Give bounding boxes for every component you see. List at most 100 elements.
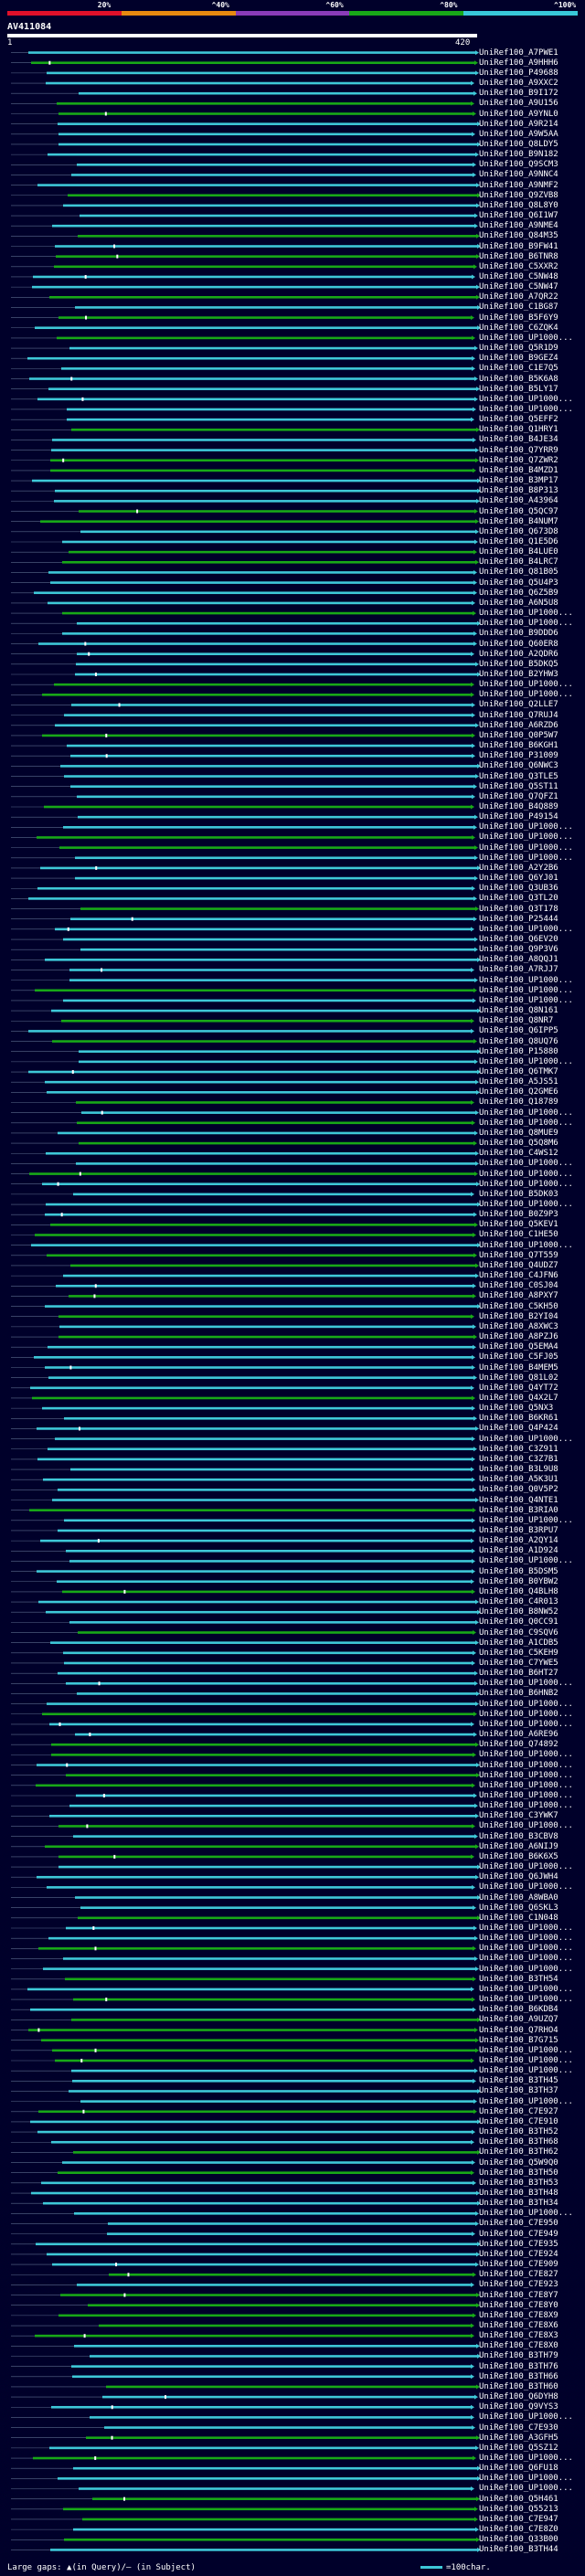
hit-label[interactable]: UniRef100_C5FJ05 xyxy=(479,1352,558,1362)
hit-label[interactable]: UniRef100_Q3TL20 xyxy=(479,894,558,904)
hit-label[interactable]: UniRef100_C7E923 xyxy=(479,2280,558,2290)
hit-label[interactable]: UniRef100_B3TH60 xyxy=(479,2381,558,2391)
hit-label[interactable]: UniRef100_Q60ER8 xyxy=(479,639,558,649)
hit-label[interactable]: UniRef100_UP1000... xyxy=(479,404,573,414)
hit-label[interactable]: UniRef100_B6HT27 xyxy=(479,1669,558,1679)
hit-label[interactable]: UniRef100_B3TH52 xyxy=(479,2127,558,2137)
hit-label[interactable]: UniRef100_UP1000... xyxy=(479,975,573,985)
hit-label[interactable]: UniRef100_UP1000... xyxy=(479,1821,573,1831)
hit-label[interactable]: UniRef100_UP1000... xyxy=(479,1179,573,1189)
hit-label[interactable]: UniRef100_Q84M35 xyxy=(479,231,558,241)
hit-label[interactable]: UniRef100_Q9P3V6 xyxy=(479,945,558,955)
hit-label[interactable]: UniRef100_A8WBA0 xyxy=(479,1892,558,1903)
hit-label[interactable]: UniRef100_C5KH50 xyxy=(479,1301,558,1311)
hit-label[interactable]: UniRef100_Q4YT72 xyxy=(479,1383,558,1393)
hit-label[interactable]: UniRef100_B5LY17 xyxy=(479,384,558,394)
hit-label[interactable]: UniRef100_B3TH76 xyxy=(479,2361,558,2371)
hit-label[interactable]: UniRef100_B8P313 xyxy=(479,486,558,496)
hit-label[interactable]: UniRef100_Q1HRY1 xyxy=(479,425,558,435)
hit-label[interactable]: UniRef100_B5F6Y9 xyxy=(479,313,558,323)
hit-label[interactable]: UniRef100_B4MZD1 xyxy=(479,465,558,475)
hit-label[interactable]: UniRef100_UP1000... xyxy=(479,1964,573,1974)
hit-label[interactable]: UniRef100_Q0CC91 xyxy=(479,1617,558,1627)
hit-label[interactable]: UniRef100_Q5U4P3 xyxy=(479,578,558,588)
hit-label[interactable]: UniRef100_UP1000... xyxy=(479,1882,573,1892)
hit-label[interactable]: UniRef100_A5JS51 xyxy=(479,1077,558,1087)
hit-label[interactable]: UniRef100_UP1000... xyxy=(479,832,573,843)
hit-label[interactable]: UniRef100_Q5SZ12 xyxy=(479,2443,558,2453)
hit-label[interactable]: UniRef100_UP1000... xyxy=(479,2066,573,2076)
hit-label[interactable]: UniRef100_UP1000... xyxy=(479,1515,573,1525)
hit-label[interactable]: UniRef100_UP1000... xyxy=(479,1790,573,1800)
hit-label[interactable]: UniRef100_UP1000... xyxy=(479,1934,573,1944)
hit-label[interactable]: UniRef100_P31009 xyxy=(479,751,558,761)
hit-label[interactable]: UniRef100_A43964 xyxy=(479,496,558,506)
hit-label[interactable]: UniRef100_Q5KEV1 xyxy=(479,1220,558,1230)
hit-label[interactable]: UniRef100_C7E930 xyxy=(479,2422,558,2433)
hit-label[interactable]: UniRef100_Q6EV20 xyxy=(479,935,558,945)
hit-label[interactable]: UniRef100_P49688 xyxy=(479,68,558,78)
hit-label[interactable]: UniRef100_UP1000... xyxy=(479,1108,573,1118)
hit-label[interactable]: UniRef100_UP1000... xyxy=(479,1679,573,1689)
hit-label[interactable]: UniRef100_B3TH62 xyxy=(479,2147,558,2157)
hit-label[interactable]: UniRef100_UP1000... xyxy=(479,2056,573,2065)
hit-label[interactable]: UniRef100_UP1000... xyxy=(479,1118,573,1128)
hit-label[interactable]: UniRef100_Q5EFF2 xyxy=(479,415,558,425)
hit-label[interactable]: UniRef100_Q4BLH8 xyxy=(479,1586,558,1596)
hit-label[interactable]: UniRef100_B0Z9P3 xyxy=(479,1210,558,1220)
hit-label[interactable]: UniRef100_Q7QFZ1 xyxy=(479,791,558,801)
hit-label[interactable]: UniRef100_C5XXR2 xyxy=(479,261,558,271)
hit-label[interactable]: UniRef100_Q9ZVB8 xyxy=(479,190,558,200)
hit-label[interactable]: UniRef100_Q5W9Q0 xyxy=(479,2157,558,2168)
hit-label[interactable]: UniRef100_C5NW48 xyxy=(479,271,558,281)
hit-label[interactable]: UniRef100_Q2GME6 xyxy=(479,1087,558,1097)
hit-label[interactable]: UniRef100_B3TH44 xyxy=(479,2545,558,2555)
hit-label[interactable]: UniRef100_A1D924 xyxy=(479,1546,558,1556)
hit-label[interactable]: UniRef100_C1BG87 xyxy=(479,302,558,313)
hit-label[interactable]: UniRef100_C7E8Y0 xyxy=(479,2300,558,2310)
hit-label[interactable]: UniRef100_C7E949 xyxy=(479,2229,558,2239)
hit-label[interactable]: UniRef100_Q5EMA4 xyxy=(479,1342,558,1352)
hit-label[interactable]: UniRef100_Q81B05 xyxy=(479,567,558,578)
hit-label[interactable]: UniRef100_B3RIA0 xyxy=(479,1505,558,1515)
hit-label[interactable]: UniRef100_UP1000... xyxy=(479,2474,573,2484)
hit-label[interactable]: UniRef100_B4LUE0 xyxy=(479,547,558,557)
hit-label[interactable]: UniRef100_B9N182 xyxy=(479,150,558,160)
hit-label[interactable]: UniRef100_A9NME4 xyxy=(479,221,558,231)
hit-label[interactable]: UniRef100_C7E827 xyxy=(479,2270,558,2280)
hit-label[interactable]: UniRef100_A8PXY7 xyxy=(479,1291,558,1301)
hit-label[interactable]: UniRef100_Q0V5P2 xyxy=(479,1485,558,1495)
hit-label[interactable]: UniRef100_B5DK03 xyxy=(479,1189,558,1199)
hit-label[interactable]: UniRef100_Q5ST11 xyxy=(479,781,558,791)
hit-label[interactable]: UniRef100_A8QQJ1 xyxy=(479,955,558,965)
hit-label[interactable]: UniRef100_UP1000... xyxy=(479,680,573,690)
hit-label[interactable]: UniRef100_UP1000... xyxy=(479,619,573,629)
hit-label[interactable]: UniRef100_UP1000... xyxy=(479,1770,573,1780)
hit-label[interactable]: UniRef100_A6RE96 xyxy=(479,1730,558,1740)
hit-label[interactable]: UniRef100_Q7YRR9 xyxy=(479,445,558,455)
hit-label[interactable]: UniRef100_UP1000... xyxy=(479,1984,573,1994)
hit-label[interactable]: UniRef100_C1HE50 xyxy=(479,1230,558,1240)
hit-label[interactable]: UniRef100_A6RZD6 xyxy=(479,720,558,730)
hit-label[interactable]: UniRef100_UP1000... xyxy=(479,394,573,404)
hit-label[interactable]: UniRef100_Q8N161 xyxy=(479,1006,558,1016)
hit-label[interactable]: UniRef100_Q8UQ76 xyxy=(479,1036,558,1046)
hit-label[interactable]: UniRef100_B4MEM5 xyxy=(479,1362,558,1373)
hit-label[interactable]: UniRef100_UP1000... xyxy=(479,924,573,934)
hit-label[interactable]: UniRef100_B5DKQ5 xyxy=(479,659,558,669)
hit-label[interactable]: UniRef100_B2YHW3 xyxy=(479,670,558,679)
hit-label[interactable]: UniRef100_UP1000... xyxy=(479,843,573,853)
hit-label[interactable]: UniRef100_UP1000... xyxy=(479,1780,573,1790)
hit-label[interactable]: UniRef100_UP1000... xyxy=(479,2209,573,2219)
hit-label[interactable]: UniRef100_B6KDB4 xyxy=(479,2005,558,2015)
hit-label[interactable]: UniRef100_C3YWK7 xyxy=(479,1811,558,1821)
hit-label[interactable]: UniRef100_UP1000... xyxy=(479,1200,573,1210)
hit-label[interactable]: UniRef100_B3TH48 xyxy=(479,2189,558,2199)
hit-label[interactable]: UniRef100_B4Q889 xyxy=(479,802,558,811)
hit-label[interactable]: UniRef100_A9NMF2 xyxy=(479,180,558,190)
hit-label[interactable]: UniRef100_Q55213 xyxy=(479,2504,558,2514)
hit-label[interactable]: UniRef100_UP1000... xyxy=(479,822,573,832)
hit-label[interactable]: UniRef100_Q7RUJ4 xyxy=(479,710,558,720)
hit-label[interactable]: UniRef100_Q8MUE9 xyxy=(479,1128,558,1138)
hit-label[interactable]: UniRef100_B7G715 xyxy=(479,2035,558,2045)
